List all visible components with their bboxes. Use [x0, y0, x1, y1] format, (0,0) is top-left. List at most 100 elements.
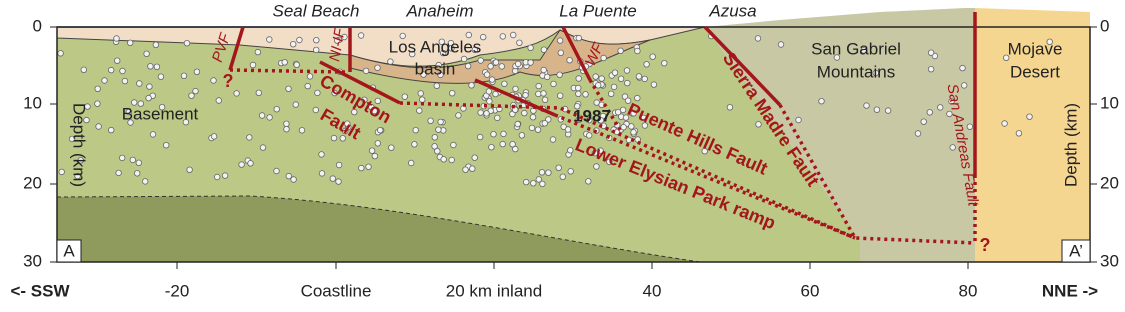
quake	[471, 46, 479, 53]
quake	[539, 180, 546, 188]
quake	[501, 80, 508, 87]
quake	[937, 104, 944, 111]
quake	[623, 67, 631, 74]
quake	[1015, 130, 1023, 137]
quake	[617, 47, 624, 54]
quake	[512, 145, 519, 153]
axes: 0 0 10 10 20 20 30 30 <- SSW -20 Coastline 20 km in…	[10, 16, 1118, 300]
lower-crust	[57, 196, 700, 262]
quake	[635, 73, 643, 80]
y-tick-label: 10	[1100, 93, 1119, 112]
region-label: Basement	[122, 104, 199, 123]
quake	[158, 103, 166, 111]
quake	[485, 88, 493, 95]
quake	[509, 140, 516, 148]
quake	[399, 32, 406, 40]
quake	[137, 100, 144, 107]
quake	[643, 61, 650, 68]
quake	[255, 89, 262, 96]
quake	[477, 109, 484, 116]
quake	[433, 82, 440, 89]
quake	[634, 47, 641, 55]
x-tick-label: 20 km inland	[446, 281, 542, 300]
quake	[273, 167, 280, 175]
quake	[412, 126, 419, 134]
quake	[593, 163, 600, 170]
quake	[357, 32, 365, 39]
quake	[477, 57, 484, 64]
quake	[95, 123, 102, 130]
quake	[946, 110, 953, 118]
lower-sediment	[349, 29, 651, 84]
quake	[339, 135, 346, 142]
quake	[833, 54, 841, 61]
quake	[115, 169, 122, 177]
quake	[494, 114, 501, 122]
quake	[129, 156, 136, 164]
quake	[192, 87, 199, 95]
quake	[471, 154, 478, 161]
quake	[246, 134, 253, 141]
quake	[465, 31, 472, 39]
quake	[606, 158, 613, 165]
quake	[125, 108, 132, 116]
quake	[361, 96, 368, 103]
quake	[448, 156, 455, 164]
y-tick-label: 20	[1100, 173, 1119, 192]
quake	[534, 126, 542, 133]
x-tick-label: -20	[165, 281, 190, 300]
fault-trace	[561, 26, 592, 81]
quake	[147, 63, 154, 70]
quake	[84, 103, 91, 110]
quake	[377, 126, 384, 134]
quake	[304, 82, 311, 90]
quake	[920, 118, 927, 125]
fault-trace	[228, 26, 245, 71]
quake	[535, 82, 542, 90]
quake	[522, 91, 529, 99]
quake	[77, 157, 84, 164]
quake	[535, 90, 542, 98]
quake	[480, 33, 487, 41]
quake	[641, 75, 648, 83]
x-tick-label: NNE ->	[1042, 281, 1098, 300]
axis-title: Depth (km)	[1061, 103, 1080, 187]
quake	[210, 77, 217, 84]
quake	[259, 144, 267, 151]
quake	[298, 127, 306, 134]
quake	[726, 104, 734, 111]
quake	[483, 71, 491, 78]
quake	[368, 103, 375, 111]
quake	[927, 65, 935, 73]
quake	[528, 124, 536, 132]
fault-trace	[703, 25, 782, 107]
quake	[107, 66, 115, 74]
quake	[371, 152, 379, 160]
quake	[550, 80, 557, 88]
quake	[529, 113, 537, 121]
quake	[492, 90, 499, 98]
quake	[755, 121, 762, 128]
quake	[285, 172, 292, 180]
quake	[557, 49, 564, 56]
x-tick-label: <- SSW	[10, 281, 70, 300]
quake	[266, 36, 273, 43]
quake	[592, 73, 599, 80]
quake	[650, 81, 658, 88]
fault-label: ?	[223, 71, 234, 91]
quake	[620, 123, 627, 131]
quake	[107, 126, 115, 134]
corner-label: A	[63, 241, 75, 260]
fault-label: ?	[980, 235, 991, 255]
quake	[873, 106, 881, 113]
quake	[557, 92, 564, 99]
quake	[487, 63, 494, 70]
quake	[544, 73, 551, 81]
quake	[564, 126, 572, 133]
quake	[133, 170, 141, 177]
quake	[313, 37, 320, 44]
quake	[449, 89, 456, 97]
place-label: La Puente	[559, 1, 637, 20]
quake	[152, 41, 160, 48]
quake	[540, 66, 547, 74]
